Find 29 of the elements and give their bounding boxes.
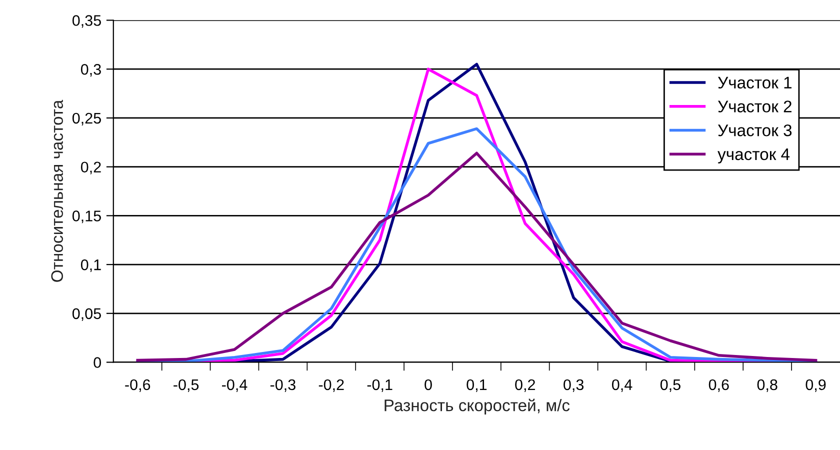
x-tick-label: -0,1 (367, 379, 392, 392)
x-tick-label: -0,3 (270, 379, 296, 392)
y-tick-label: 0,1 (80, 259, 101, 272)
x-tick-label: 0 (424, 379, 432, 390)
x-tick-label: 0,6 (708, 379, 729, 392)
y-tick-label: 0,2 (80, 162, 101, 174)
y-tick-label: 0,05 (72, 308, 101, 321)
x-tick-label: 0,2 (515, 379, 535, 392)
x-tick-label: 0,9 (806, 379, 826, 392)
legend-label: Участок 1 (718, 76, 792, 89)
x-tick-label: 0,3 (564, 379, 584, 392)
x-tick-label: -0,2 (318, 379, 344, 392)
y-tick-label: 0,25 (72, 112, 101, 126)
x-tick-label: -0,6 (125, 379, 150, 392)
y-tick-label: 0 (94, 357, 101, 368)
x-tick-label: -0,4 (222, 379, 248, 392)
legend-label: Участок 2 (718, 100, 792, 112)
x-tick-label: 0,8 (757, 379, 778, 392)
x-tick-label: 0,1 (466, 379, 487, 392)
x-tick-label: 0,4 (612, 379, 632, 392)
x-tick-label: 0,5 (660, 379, 680, 392)
y-axis-title: Относительная частота (51, 100, 64, 282)
y-tick-label: 0,3 (80, 64, 101, 77)
legend-label: Участок 3 (718, 124, 792, 136)
y-tick-label: 0,15 (72, 210, 101, 224)
x-tick-label: -0,5 (174, 379, 199, 392)
legend-label: участок 4 (718, 148, 790, 164)
x-axis-title: Разность скоростей, м/с (384, 398, 570, 415)
y-tick-label: 0,35 (72, 15, 101, 28)
